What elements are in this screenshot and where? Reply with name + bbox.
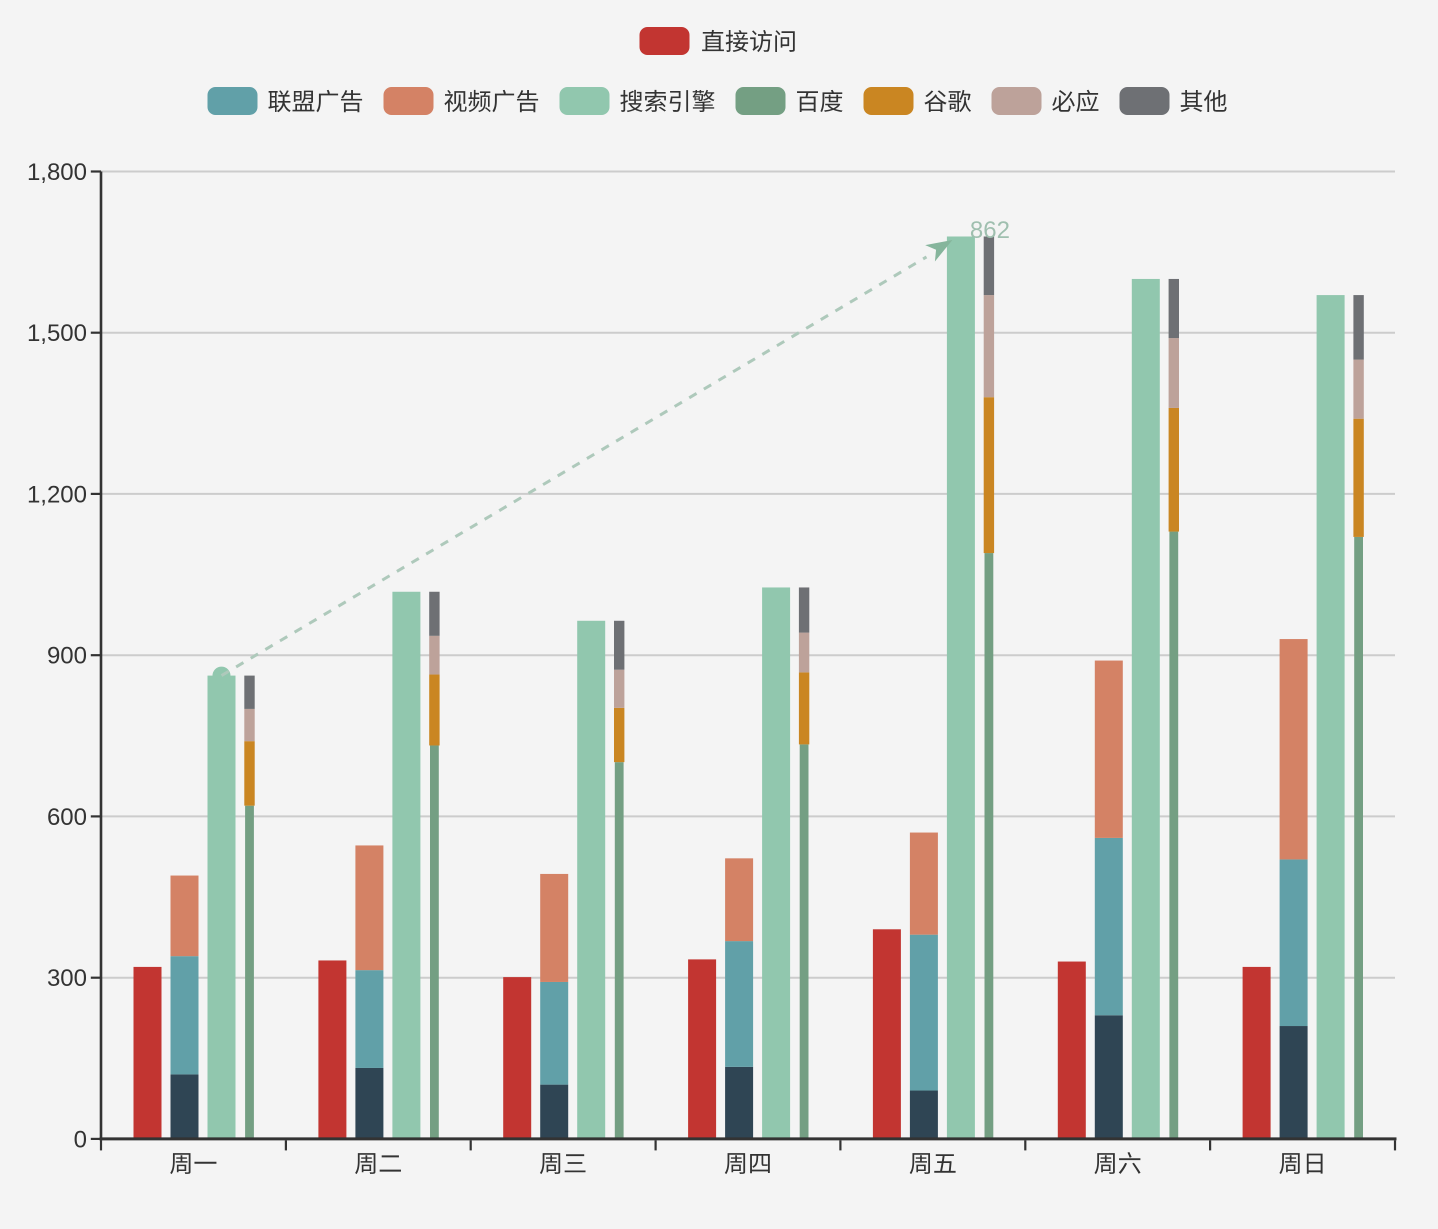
svg-text:300: 300: [47, 965, 87, 992]
svg-text:1,500: 1,500: [27, 320, 87, 347]
svg-text:0: 0: [74, 1126, 87, 1153]
svg-text:1,200: 1,200: [27, 481, 87, 508]
svg-text:600: 600: [47, 804, 87, 831]
svg-text:1,800: 1,800: [27, 159, 87, 186]
svg-text:900: 900: [47, 643, 87, 670]
svg-text:862: 862: [970, 217, 1010, 244]
